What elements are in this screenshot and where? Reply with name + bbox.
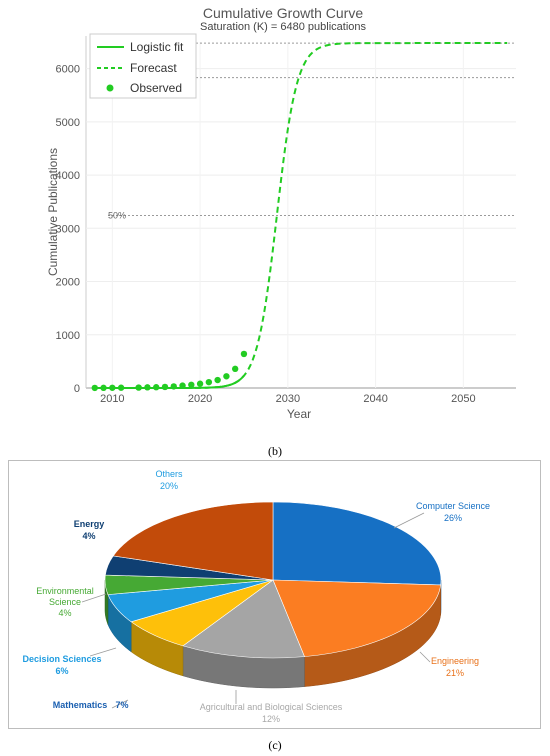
y-tick-label: 1000 [56, 330, 80, 342]
subject-area-pie-chart: Computer Science 26% Engineering 21% Agricul… [8, 460, 541, 729]
pie-slice [112, 501, 274, 581]
x-tick-label: 2010 [100, 393, 124, 405]
observed-point [135, 384, 142, 391]
pie-category-label: Science [49, 597, 81, 607]
gridlines [86, 42, 516, 388]
observed-point [196, 380, 204, 387]
pie-leader-line [111, 699, 129, 709]
legend-label-fit: Logistic fit [130, 40, 184, 54]
pie-category-label: Decision Sciences [22, 654, 101, 664]
observed-point [231, 365, 239, 373]
x-tick-label: 2050 [451, 393, 475, 405]
pie-percent-label: 20% [160, 481, 178, 491]
pie-category-label: Engineering [431, 656, 479, 666]
observed-point [240, 350, 248, 358]
observed-point [91, 384, 98, 392]
growth-curve-chart: Cumulative Growth Curve Saturation (K) =… [46, 5, 516, 421]
pie-category-label: Energy [74, 519, 105, 529]
y-tick-label: 3000 [56, 223, 80, 235]
pie-category-label: Agricultural and Biological Sciences [200, 702, 343, 712]
x-tick-label: 2020 [188, 393, 212, 405]
observed-point [205, 378, 213, 386]
pie-percent-label: 26% [444, 513, 462, 523]
pie-leader-line [81, 593, 107, 603]
observed-point [144, 384, 151, 391]
observed-point [170, 383, 177, 390]
pie-percent-label: 4% [82, 531, 95, 541]
y-tick-labels: 0 1000 2000 3000 4000 5000 6000 [56, 64, 80, 395]
y-tick-label: 6000 [56, 64, 80, 76]
chart-subtitle: Saturation (K) = 6480 publications [200, 21, 367, 33]
pie-category-label: Others [155, 469, 183, 479]
logistic-fit-line [94, 375, 245, 389]
y-tick-label: 0 [74, 383, 80, 395]
observed-point [188, 381, 195, 389]
legend-label-observed: Observed [130, 81, 182, 95]
pie-percent-label: 6% [55, 666, 68, 676]
x-tick-label: 2040 [363, 393, 387, 405]
pie-slice [272, 579, 442, 657]
x-axis-label: Year [287, 407, 311, 421]
pie-category-label: Mathematics [53, 700, 108, 710]
legend-swatch-observed [106, 84, 114, 92]
pie-category-label: Environmental [36, 586, 94, 596]
observed-point [153, 384, 160, 391]
y-tick-label: 5000 [56, 117, 80, 129]
x-tick-labels: 2010 2020 2030 2040 2050 [100, 393, 476, 405]
y-tick-label: 2000 [56, 277, 80, 289]
observed-point [109, 384, 116, 391]
x-tick-label: 2030 [276, 393, 300, 405]
chart-title: Cumulative Growth Curve [203, 5, 363, 21]
pie-labels: Computer Science 26% Engineering 21% Agricul… [22, 469, 490, 724]
observed-point [214, 376, 221, 384]
caption-b: (b) [268, 444, 282, 458]
legend-label-forecast: Forecast [130, 61, 177, 75]
reference-line-label: 50% [108, 211, 126, 221]
y-tick-label: 4000 [56, 170, 80, 182]
observed-point [161, 383, 169, 391]
observed-point [100, 384, 107, 392]
legend: Logistic fit Forecast Observed [89, 33, 197, 99]
pie-leader-line [393, 512, 425, 529]
caption-c: (c) [268, 738, 282, 752]
pie-percent-label: 21% [446, 668, 464, 678]
y-axis-label: Cumulative Publications [46, 148, 60, 276]
observed-point [223, 373, 230, 380]
pie-slice [182, 579, 305, 659]
pie-leader-line [89, 647, 117, 657]
pie-category-label: Computer Science [416, 501, 490, 511]
pie-percent-label: 4% [58, 608, 71, 618]
pie-slices [104, 501, 442, 659]
pie-percent-label: 7% [115, 700, 128, 710]
pie-leader-line [419, 651, 431, 663]
observed-points [91, 350, 248, 392]
forecast-line [94, 42, 508, 389]
observed-point [179, 382, 186, 389]
pie-percent-label: 12% [262, 714, 280, 724]
pie-slice [272, 501, 442, 586]
observed-point [117, 384, 125, 391]
